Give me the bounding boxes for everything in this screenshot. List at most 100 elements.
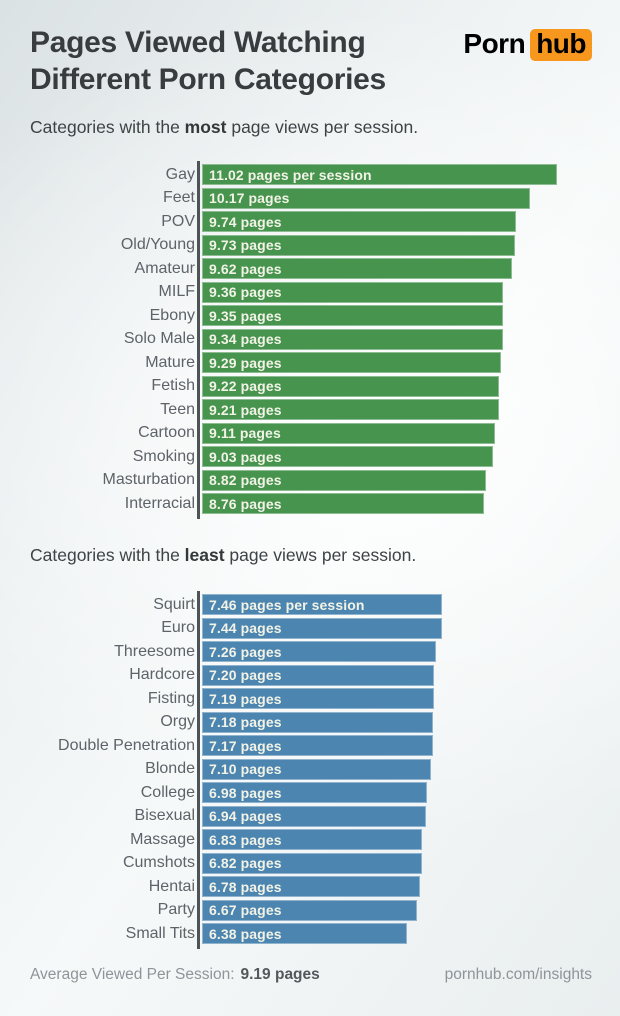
bar-label: Massage <box>130 830 195 848</box>
bar-value: 7.44 pages <box>209 620 282 636</box>
bar-row: Party 6.67 pages <box>30 899 600 921</box>
bar-label: Old/Young <box>120 236 195 253</box>
heading-bold-word: least <box>184 545 225 565</box>
bar-value: 9.35 pages <box>209 307 282 324</box>
bar-value: 6.78 pages <box>209 878 282 895</box>
bar-label: Double Penetration <box>58 736 195 754</box>
bar-row: Bisexual 6.94 pages <box>30 805 600 827</box>
bar-row: Teen 9.21 pages <box>30 399 600 420</box>
bar-label: Orgy <box>160 713 195 730</box>
bar-label: Solo Male <box>123 330 195 347</box>
bar-row: Amateur 9.62 pages <box>30 258 600 279</box>
bar-label: Masturbation <box>102 471 196 488</box>
bar: 9.11 pages <box>202 422 496 444</box>
bar: 6.83 pages <box>202 829 422 850</box>
bar-label: Party <box>157 901 195 918</box>
bar-row: Cumshots 6.82 pages <box>30 852 600 874</box>
bar: 9.03 pages <box>202 446 493 467</box>
bar-value: 6.82 pages <box>209 855 282 871</box>
bar: 9.22 pages <box>202 375 499 397</box>
bar: 6.98 pages <box>202 782 427 803</box>
bar-row: Fetish 9.22 pages <box>30 375 600 397</box>
heading-prefix: Categories with the <box>30 545 185 565</box>
bar-row: Ebony 9.35 pages <box>30 305 600 326</box>
logo-text-hub-badge: hub <box>530 29 592 61</box>
bar-value: 6.94 pages <box>209 808 282 824</box>
heading-prefix: Categories with the <box>30 117 185 137</box>
bar: 8.76 pages <box>202 493 485 514</box>
bar: 7.19 pages <box>202 688 434 709</box>
bar-value: 7.17 pages <box>209 737 282 754</box>
bar-row: Mature 9.29 pages <box>30 352 600 373</box>
bar-value: 10.17 pages <box>209 190 290 206</box>
bar-row: Gay 11.02 pages per session <box>30 164 600 185</box>
bar-row: Orgy 7.18 pages <box>30 711 600 733</box>
bar-label: POV <box>161 212 195 230</box>
bar-row: Cartoon 9.11 pages <box>30 422 600 444</box>
average-value: 9.19 pages <box>240 966 320 983</box>
bar-label: Blonde <box>145 760 195 777</box>
bar-label: Small Tits <box>125 924 195 942</box>
y-axis-line <box>197 591 200 949</box>
bar-value: 9.03 pages <box>209 448 282 465</box>
bar-row: Blonde 7.10 pages <box>30 758 600 780</box>
bar-value: 9.34 pages <box>209 331 282 347</box>
bar-label: Smoking <box>132 447 195 465</box>
source-url: pornhub.com/insights <box>444 966 592 983</box>
bar: 9.36 pages <box>202 281 504 303</box>
bar-value: 6.83 pages <box>209 831 282 848</box>
average-label: Average Viewed Per Session: <box>30 966 235 983</box>
bar-row: POV 9.74 pages <box>30 211 600 232</box>
bar-value: 9.73 pages <box>209 237 282 253</box>
bar-label: Interracial <box>124 494 195 512</box>
bar-value: 8.82 pages <box>209 472 282 488</box>
bar-row: Smoking 9.03 pages <box>30 446 600 467</box>
bar: 9.21 pages <box>202 399 499 420</box>
bar: 6.94 pages <box>202 805 426 827</box>
bar-label: Bisexual <box>134 807 195 824</box>
pornhub-logo: Porn hub <box>463 28 592 61</box>
bar: 7.17 pages <box>202 735 433 756</box>
bar-value: 6.67 pages <box>209 902 282 918</box>
page-title-line1: Pages Viewed Watching <box>30 26 366 59</box>
bar-row: Hardcore 7.20 pages <box>30 664 600 686</box>
bar-value: 7.10 pages <box>209 761 282 777</box>
bar-row: Threesome 7.26 pages <box>30 641 600 662</box>
least-page-views-bar-chart: Squirt 7.46 pages per session Euro 7.44 pag… <box>30 591 600 950</box>
heading-suffix: page views per session. <box>224 545 417 565</box>
bar-row: Interracial 8.76 pages <box>30 493 600 514</box>
bar-value: 6.38 pages <box>209 925 282 942</box>
bar: 6.38 pages <box>202 923 408 944</box>
bar-label: Cartoon <box>138 424 195 441</box>
bar-value: 9.74 pages <box>209 213 282 230</box>
heading-bold-word: most <box>184 117 227 137</box>
bar: 6.82 pages <box>202 852 422 874</box>
bar-label: Squirt <box>153 595 195 613</box>
logo-text-porn: Porn <box>463 28 526 59</box>
bar-label: Cumshots <box>122 854 195 871</box>
bar: 9.74 pages <box>202 211 516 232</box>
bar-label: College <box>140 783 195 801</box>
bar-label: Mature <box>145 353 195 371</box>
bar: 9.73 pages <box>202 234 516 256</box>
bar: 9.29 pages <box>202 352 502 373</box>
bar-row: Small Tits 6.38 pages <box>30 923 600 944</box>
bar-value: 7.18 pages <box>209 714 282 730</box>
bar: 7.46 pages per session <box>202 594 443 615</box>
bar: 11.02 pages per session <box>202 164 557 185</box>
bar: 7.44 pages <box>202 617 442 639</box>
bar-value: 7.19 pages <box>209 690 282 707</box>
bar-value: 6.98 pages <box>209 784 282 801</box>
bar-label: Teen <box>160 400 195 418</box>
bar: 7.10 pages <box>202 758 431 780</box>
most-page-views-bar-chart: Gay 11.02 pages per session Feet 10.17 page… <box>30 161 600 520</box>
bar-row: Euro 7.44 pages <box>30 617 600 639</box>
bar-label: Euro <box>161 619 195 636</box>
bar: 9.35 pages <box>202 305 504 326</box>
section-heading-least: Categories with the least page views per… <box>30 545 416 566</box>
bar: 9.62 pages <box>202 258 512 279</box>
bar: 7.20 pages <box>202 664 434 686</box>
bar-value: 9.21 pages <box>209 401 282 418</box>
bar-row: MILF 9.36 pages <box>30 281 600 303</box>
bar: 9.34 pages <box>202 328 503 350</box>
